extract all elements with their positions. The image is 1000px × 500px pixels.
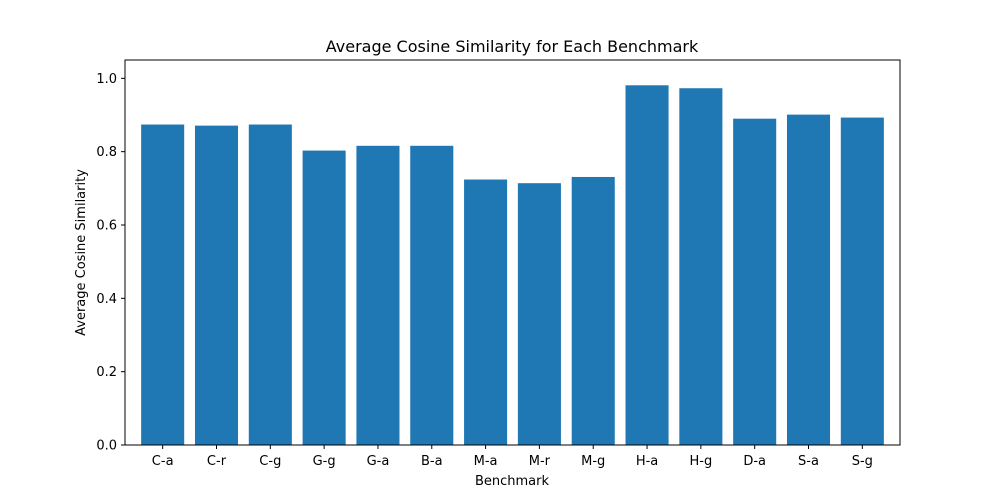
x-tick-label: C-r [207, 454, 227, 469]
bar-M-r [517, 183, 561, 445]
x-tick-label: G-g [313, 454, 336, 469]
bars-layer [141, 85, 884, 446]
bar-M-a [464, 179, 508, 446]
x-tick-label: C-a [152, 454, 174, 469]
bar-M-g [571, 176, 615, 445]
x-tick-label: D-a [743, 454, 766, 469]
bar-S-g [840, 117, 884, 446]
y-tick-label: 1.0 [96, 72, 117, 87]
bar-H-g [679, 88, 723, 445]
bar-S-a [786, 114, 831, 445]
x-tick-label: S-g [852, 454, 873, 469]
x-axis-label: Benchmark [475, 474, 550, 489]
x-tick-label: S-a [798, 454, 819, 469]
bar-H-a [625, 85, 669, 446]
bar-C-g [248, 124, 292, 446]
x-tick-label: M-a [474, 454, 498, 469]
y-axis-ticks: 0.0 0.2 0.4 0.6 0.8 1.0 [96, 72, 125, 454]
bar-G-a [356, 145, 400, 446]
bar-B-a [410, 145, 454, 446]
x-tick-label: C-g [259, 454, 281, 469]
plot-frame [124, 59, 901, 446]
y-tick-label: 0.2 [96, 365, 117, 380]
y-tick-label: 0.4 [96, 292, 117, 307]
y-tick-label: 0.8 [96, 145, 117, 160]
bar-G-g [302, 150, 346, 446]
y-tick-label: 0.6 [96, 219, 117, 234]
y-axis-label: Average Cosine Similarity [74, 169, 89, 336]
y-tick-label: 0.0 [96, 439, 117, 454]
x-axis-ticks: C-a C-r C-g G-g G-a B-a M-a M-r M-g H-a H-g D-a S-a S… [152, 445, 873, 469]
bar-D-a [733, 118, 777, 446]
x-tick-label: H-g [690, 454, 713, 469]
chart-title: Average Cosine Similarity for Each Bench… [326, 37, 699, 56]
x-tick-label: M-g [581, 454, 605, 469]
bar-C-a [141, 124, 185, 446]
x-tick-label: H-a [636, 454, 658, 469]
x-tick-label: M-r [529, 454, 551, 469]
bar-C-r [194, 125, 239, 445]
x-tick-label: B-a [421, 454, 443, 469]
x-tick-label: G-a [367, 454, 390, 469]
